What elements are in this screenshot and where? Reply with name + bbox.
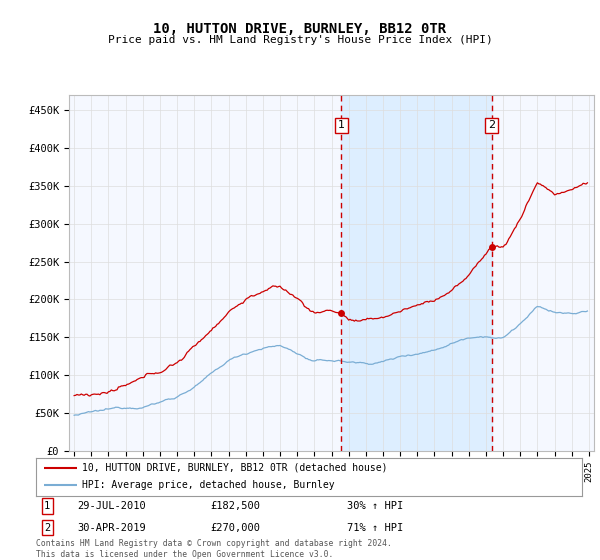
Text: 30-APR-2019: 30-APR-2019 — [77, 523, 146, 533]
Text: 2: 2 — [44, 523, 50, 533]
Text: 10, HUTTON DRIVE, BURNLEY, BB12 0TR (detached house): 10, HUTTON DRIVE, BURNLEY, BB12 0TR (det… — [82, 463, 388, 473]
Bar — [341, 95, 491, 451]
Text: £182,500: £182,500 — [211, 501, 261, 511]
Text: 30% ↑ HPI: 30% ↑ HPI — [347, 501, 403, 511]
Text: HPI: Average price, detached house, Burnley: HPI: Average price, detached house, Burn… — [82, 480, 335, 491]
Text: Price paid vs. HM Land Registry's House Price Index (HPI): Price paid vs. HM Land Registry's House … — [107, 35, 493, 45]
Text: 1: 1 — [338, 120, 345, 130]
Text: Contains HM Land Registry data © Crown copyright and database right 2024.
This d: Contains HM Land Registry data © Crown c… — [36, 539, 392, 559]
Text: 29-JUL-2010: 29-JUL-2010 — [77, 501, 146, 511]
Text: £270,000: £270,000 — [211, 523, 261, 533]
Text: 10, HUTTON DRIVE, BURNLEY, BB12 0TR: 10, HUTTON DRIVE, BURNLEY, BB12 0TR — [154, 22, 446, 36]
Text: 1: 1 — [44, 501, 50, 511]
Text: 2: 2 — [488, 120, 495, 130]
Text: 71% ↑ HPI: 71% ↑ HPI — [347, 523, 403, 533]
